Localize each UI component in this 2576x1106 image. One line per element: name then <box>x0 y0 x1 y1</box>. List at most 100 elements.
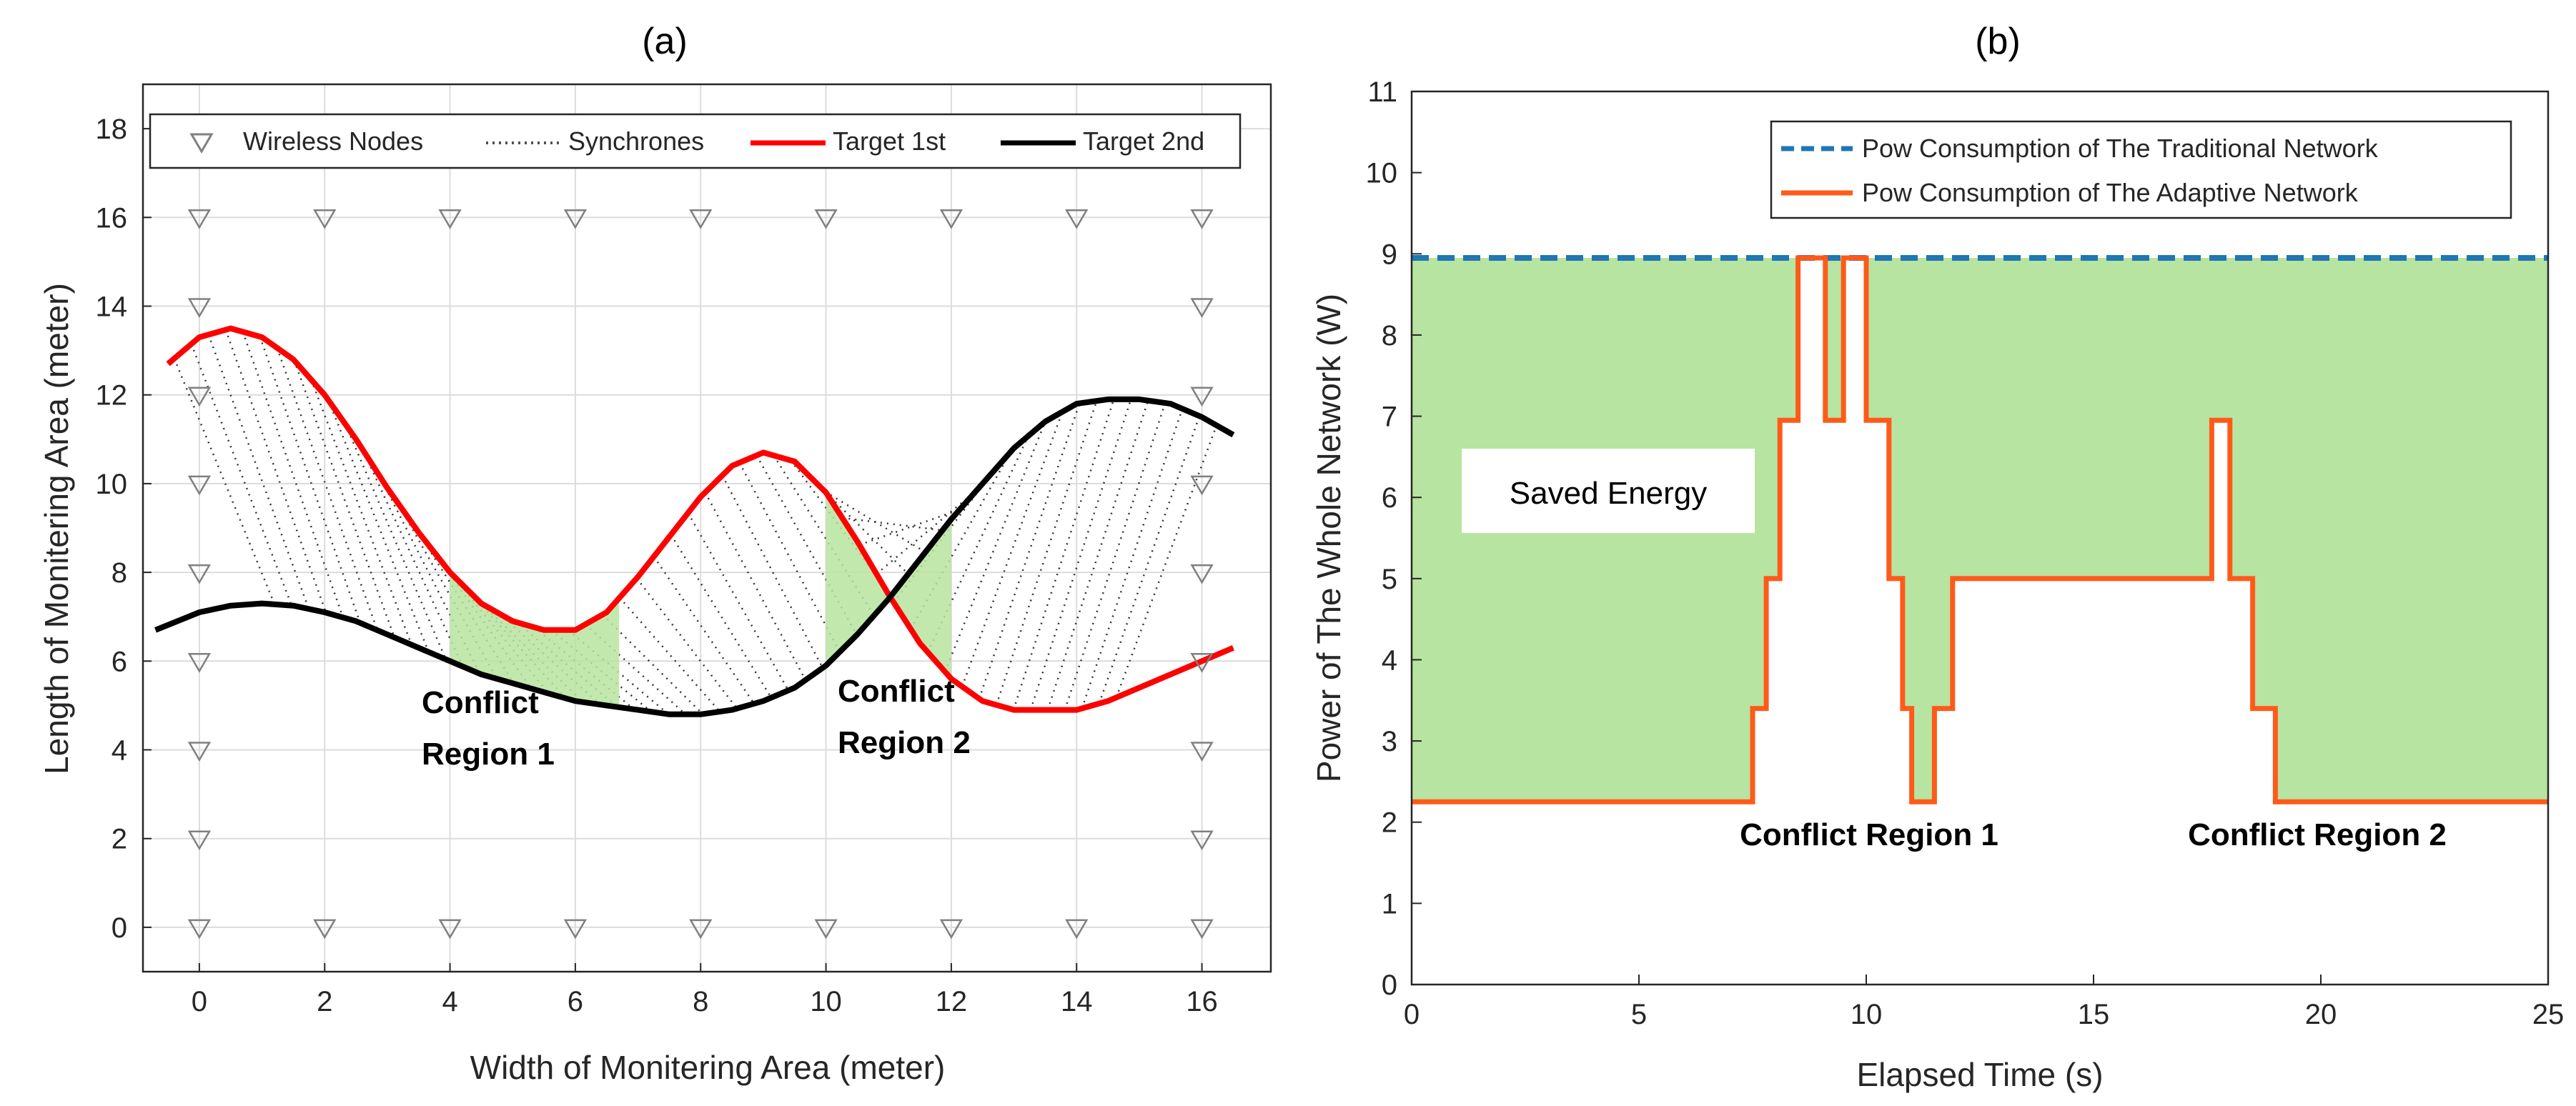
tick-label-x-2: 2 <box>317 986 332 1017</box>
synchrone-line <box>978 403 1081 699</box>
tick-label-x-4: 4 <box>442 986 457 1017</box>
synchrone-line <box>1081 408 1184 709</box>
wireless-node-marker <box>1190 564 1214 584</box>
wireless-node-marker <box>187 564 212 584</box>
wireless-node-marker <box>1190 387 1214 407</box>
wireless-node-marker <box>939 209 963 229</box>
synchrone-line <box>310 379 412 645</box>
tick-label-y-10: 10 <box>96 469 128 500</box>
tick-label-y-16: 16 <box>96 202 128 234</box>
synchrone-line <box>721 474 823 669</box>
panel-a-series <box>154 325 1235 717</box>
panel-b-legend-box <box>1770 120 2512 219</box>
tick-label-x-10: 10 <box>810 986 842 1017</box>
wireless-node-marker <box>187 653 212 673</box>
wireless-node-marker <box>563 209 588 229</box>
wireless-node-marker <box>814 209 838 229</box>
legend-target-1st: Target 1st <box>833 126 946 156</box>
tick-label-b-y-2: 2 <box>1382 807 1397 839</box>
wireless-node-marker <box>438 209 462 229</box>
legend-node-marker <box>189 133 214 154</box>
panel-b-ticks: 0 5 10 15 20 25 0 1 2 3 4 5 6 7 8 9 10 11 <box>1366 76 2565 1030</box>
wireless-node-marker <box>1190 298 1214 318</box>
synchrone-line <box>293 359 396 638</box>
wireless-node-marker <box>1190 919 1214 940</box>
synchrone-line <box>704 492 807 681</box>
wireless-node-marker <box>939 919 963 940</box>
wireless-node-marker <box>563 919 588 940</box>
panel-b-title: (b) <box>1975 21 2021 62</box>
panel-b: (b) 0 5 10 15 20 25 0 1 2 3 4 5 6 7 8 9 10 11 Elapsed Tim… <box>1310 21 2564 1093</box>
synchrone-line <box>653 556 756 704</box>
conflict-region-2-label-line2: Region 2 <box>838 725 971 760</box>
synchrone-line <box>1046 400 1149 710</box>
tick-label-b-x-25: 25 <box>2532 999 2565 1030</box>
legend-synchrones: Synchrones <box>568 126 704 156</box>
wireless-node-marker <box>1190 475 1214 496</box>
synchrone-line <box>345 424 447 660</box>
wireless-node-marker <box>689 209 713 229</box>
legend-wireless-nodes: Wireless Nodes <box>243 126 423 156</box>
tick-label-b-y-0: 0 <box>1382 970 1397 1001</box>
tick-label-b-y-3: 3 <box>1382 726 1397 757</box>
tick-label-y-18: 18 <box>96 114 128 145</box>
synchrone-line <box>1012 399 1115 710</box>
wireless-node-marker <box>187 830 212 851</box>
tick-label-y-14: 14 <box>96 292 128 323</box>
wireless-node-marker <box>187 387 212 407</box>
tick-label-b-y-8: 8 <box>1382 320 1397 352</box>
synchrone-line <box>842 517 943 532</box>
tick-label-b-x-0: 0 <box>1404 999 1420 1030</box>
conflict-region-1-label-line2: Region 1 <box>422 737 555 772</box>
saved-energy-label: Saved Energy <box>1510 476 1707 511</box>
adaptive-network-line <box>1412 255 2548 804</box>
panel-a-xlabel: Width of Monitering Area (meter) <box>470 1049 946 1086</box>
tick-label-b-y-4: 4 <box>1382 644 1397 676</box>
tick-label-b-x-10: 10 <box>1851 999 1883 1030</box>
wireless-node-marker <box>814 919 838 940</box>
tick-label-y-12: 12 <box>96 380 128 412</box>
tick-label-y-0: 0 <box>112 912 127 944</box>
saved-energy-area <box>1412 257 2548 802</box>
tick-label-x-6: 6 <box>568 986 583 1017</box>
saved-energy-label-box <box>1462 449 1755 533</box>
legend-traditional: Pow Consumption of The Traditional Netwo… <box>1862 134 2379 163</box>
tick-label-y-4: 4 <box>112 735 127 767</box>
tick-label-y-2: 2 <box>112 824 127 855</box>
wireless-nodes <box>187 209 1214 940</box>
synchrone-line <box>1029 399 1132 710</box>
synchrone-line <box>876 489 978 575</box>
tick-label-b-y-7: 7 <box>1382 402 1397 433</box>
wireless-node-marker <box>313 209 337 229</box>
tick-label-b-x-5: 5 <box>1631 999 1647 1030</box>
conflict-region-1-b-label: Conflict Region 1 <box>1740 817 1998 852</box>
panel-a-ylabel: Length of Monitering Area (meter) <box>38 283 75 774</box>
synchrone-line <box>943 421 1046 672</box>
panel-b-legend: Pow Consumption of The Traditional Netwo… <box>1770 120 2512 219</box>
wireless-node-marker <box>1190 830 1214 851</box>
conflict-region-1-label-line1: Conflict <box>422 685 539 720</box>
panel-a: (a) 0 2 4 6 8 10 12 14 16 0 2 4 6 8 10 12 14 16 18 Width o… <box>38 21 1272 1086</box>
panel-b-series <box>1412 254 2548 804</box>
wireless-node-marker <box>1065 919 1089 940</box>
synchrone-line <box>327 399 430 653</box>
tick-label-x-16: 16 <box>1186 986 1218 1017</box>
synchrone-lines <box>173 329 1218 715</box>
wireless-node-marker <box>1190 742 1214 762</box>
wireless-node-marker <box>1190 653 1214 673</box>
panel-a-ticks: 0 2 4 6 8 10 12 14 16 0 2 4 6 8 10 12 14 16 18 <box>96 114 1218 1017</box>
saved-energy-fill <box>1412 257 2548 802</box>
conflict-region-1-fill <box>450 572 620 707</box>
tick-label-b-y-5: 5 <box>1382 564 1397 595</box>
tick-label-x-14: 14 <box>1061 986 1093 1017</box>
tick-label-b-y-11: 11 <box>1367 76 1397 108</box>
tick-label-b-y-10: 10 <box>1366 158 1398 189</box>
synchrone-line <box>687 512 790 691</box>
wireless-node-marker <box>187 742 212 762</box>
tick-label-y-8: 8 <box>112 557 127 589</box>
tick-label-b-x-15: 15 <box>2078 999 2110 1030</box>
wireless-node-marker <box>689 919 713 940</box>
panel-b-ylabel: Power of The Whole Network (W) <box>1310 294 1347 782</box>
panel-b-axes-frame <box>1410 90 2550 986</box>
wireless-node-marker <box>187 475 212 496</box>
